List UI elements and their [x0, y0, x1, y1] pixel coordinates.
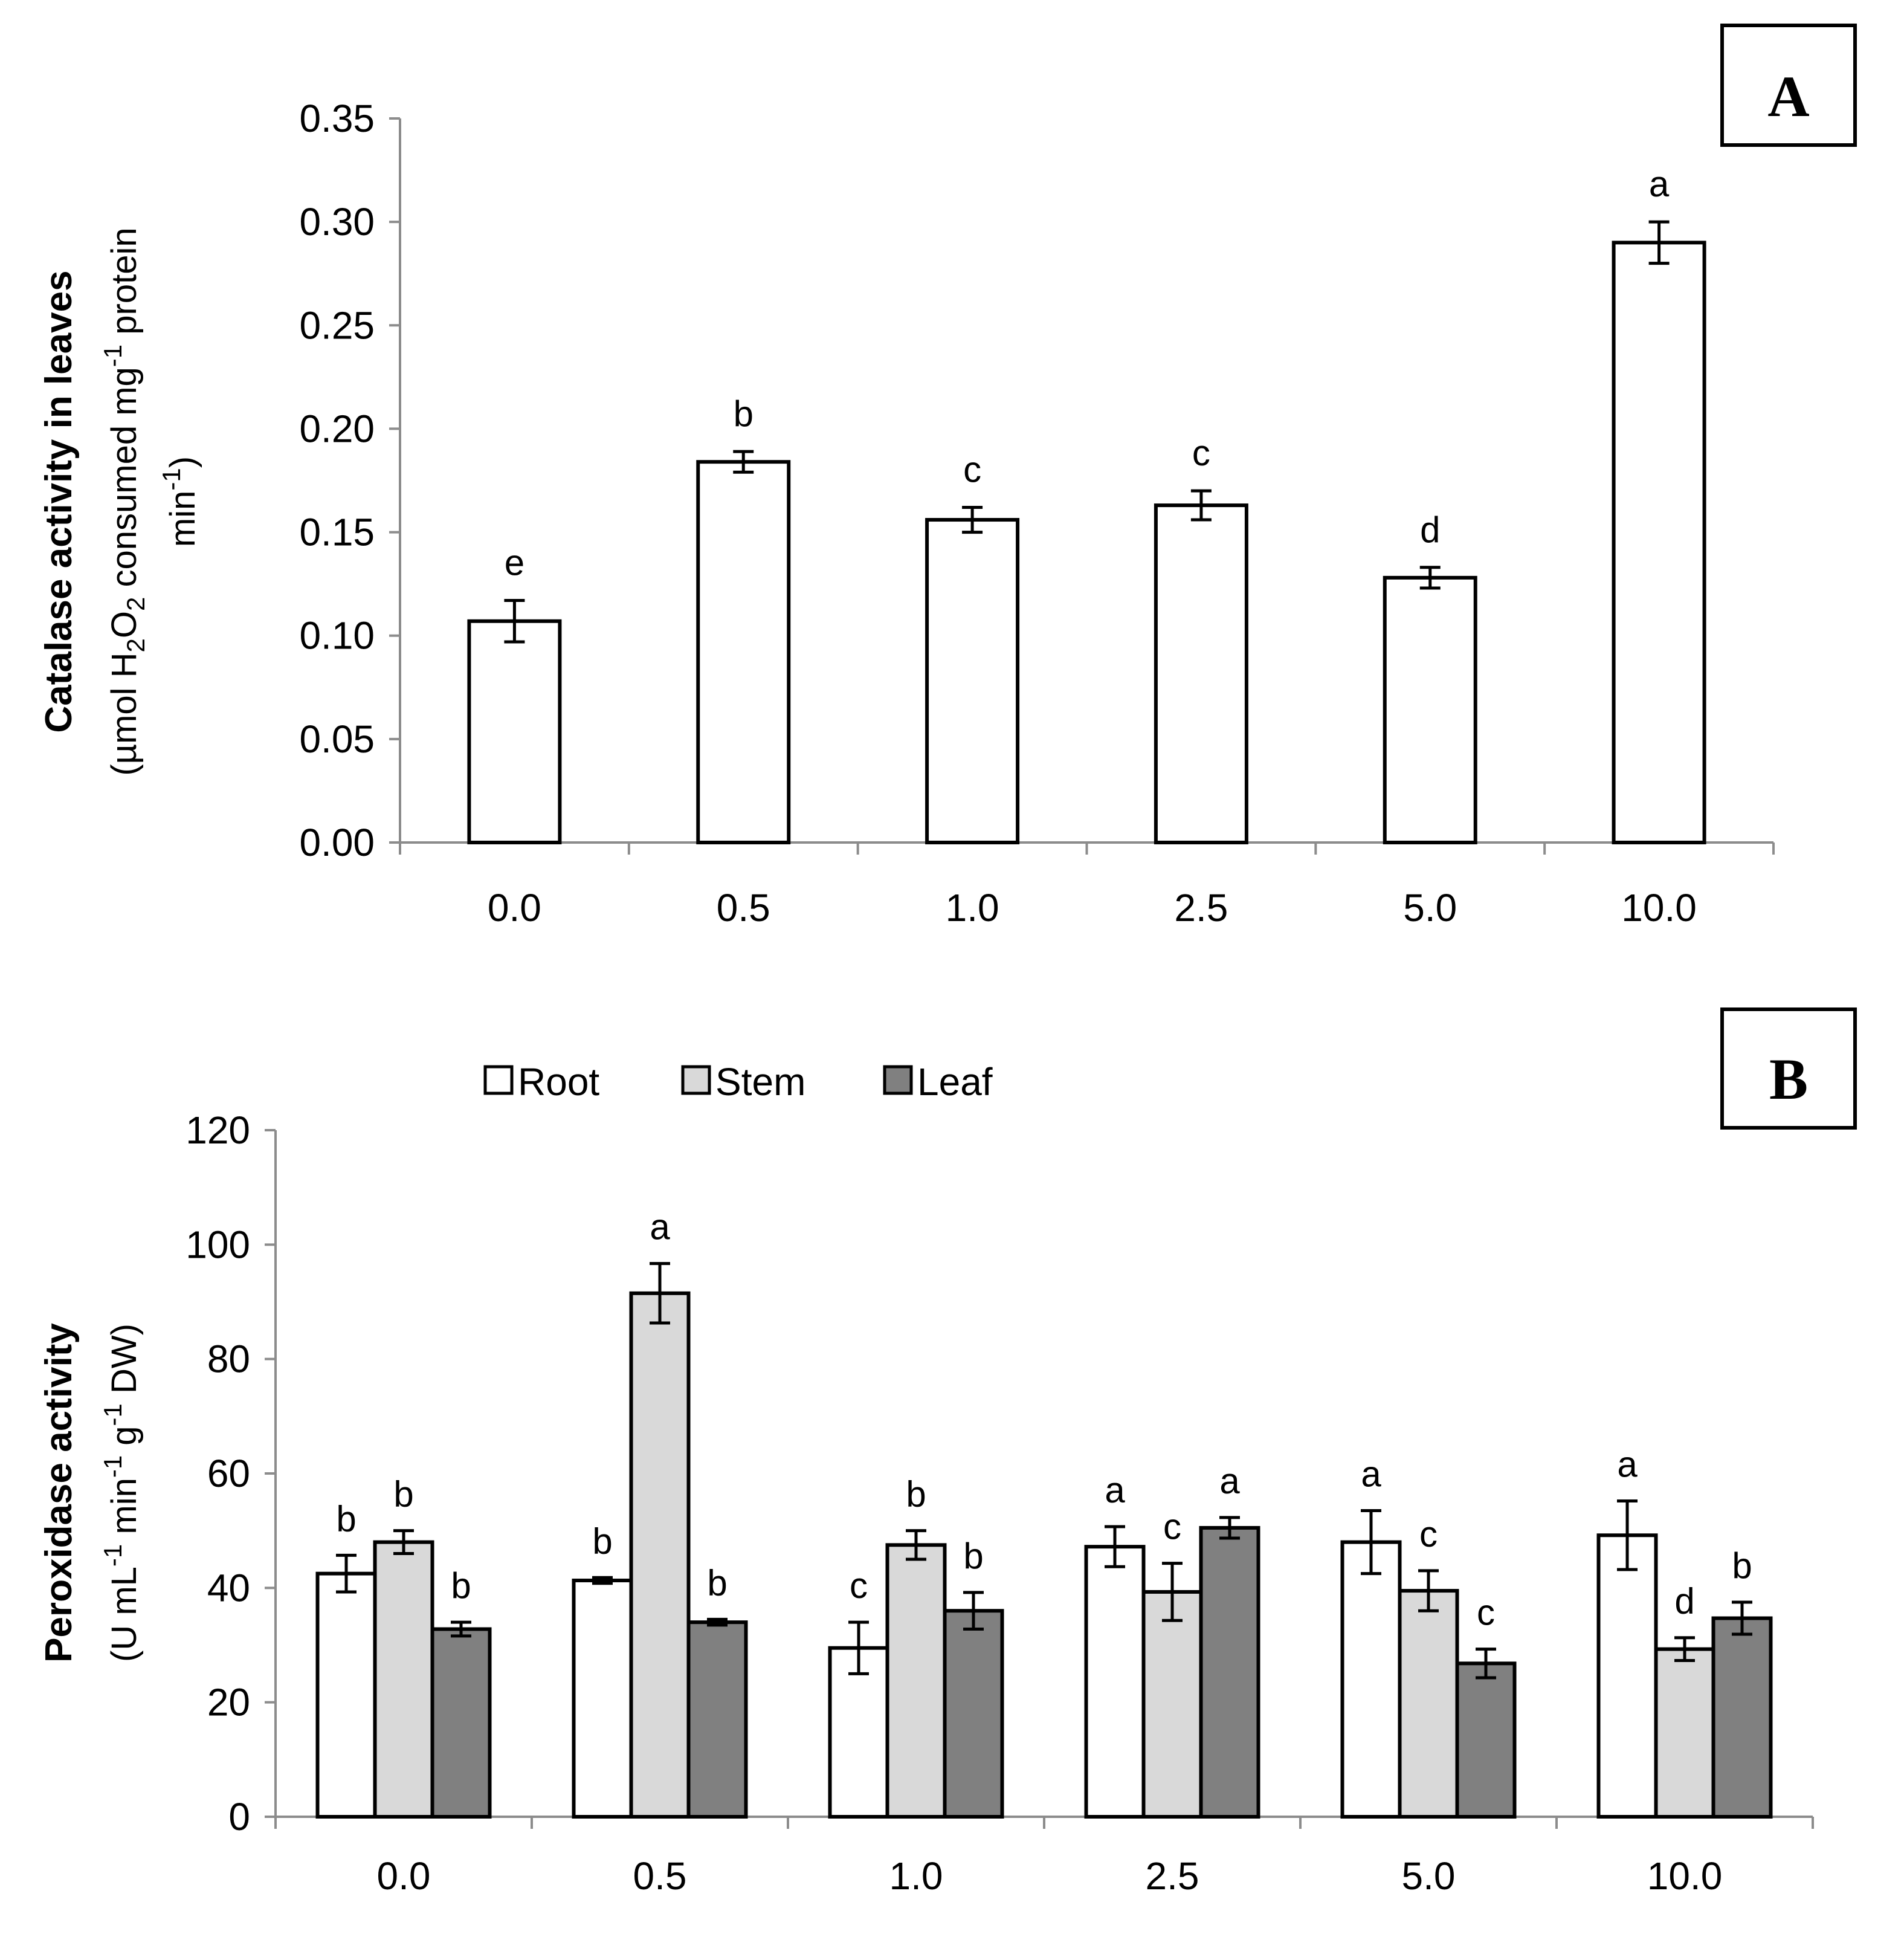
legend-swatch-root: [483, 1065, 514, 1095]
y-tick-label: 60: [207, 1452, 250, 1495]
panel-b: B Peroxidase activity (U mL-1 min-1 g-1 …: [38, 1007, 1857, 1898]
bar: [696, 460, 791, 844]
panel-a: A Catalase activity in leaves (µmol H2O2…: [38, 24, 1857, 930]
significance-letter: a: [1649, 164, 1670, 204]
significance-letter: d: [1674, 1581, 1694, 1622]
significance-letter: b: [734, 393, 754, 434]
x-tick-label: 10.0: [1621, 886, 1697, 930]
y-tick-label: 0.25: [299, 303, 375, 347]
x-tick-label: 5.0: [1402, 1854, 1456, 1898]
x-tick-label: 0.0: [377, 1854, 431, 1898]
significance-letter: c: [963, 449, 981, 490]
y-tick-label: 0.35: [299, 97, 375, 140]
bar-root: [315, 1571, 377, 1819]
panel-b-plot: 0204060801001200.0bbb0.5bab1.0cbb2.5aca5…: [186, 1108, 1814, 1898]
bar: [1383, 575, 1477, 844]
y-tick-label: 0.30: [299, 200, 375, 244]
x-tick-label: 0.5: [717, 886, 770, 930]
bar-root: [828, 1646, 889, 1819]
significance-letter: b: [336, 1498, 356, 1539]
significance-letter: c: [1419, 1514, 1438, 1554]
bar-root: [1596, 1533, 1658, 1819]
significance-letter: b: [707, 1562, 727, 1603]
bar-root: [1084, 1545, 1146, 1819]
bar-leaf: [430, 1627, 492, 1819]
y-tick-label: 0.05: [299, 717, 375, 761]
y-tick-label: 100: [186, 1223, 250, 1266]
significance-letter: a: [650, 1207, 670, 1247]
significance-letter: b: [906, 1474, 926, 1515]
significance-letter: b: [963, 1536, 983, 1576]
y-tick-label: 0.00: [299, 821, 375, 864]
y-tick-label: 40: [207, 1566, 250, 1609]
x-tick-label: 10.0: [1647, 1854, 1723, 1898]
bar: [467, 619, 562, 844]
legend-label-stem: Stem: [715, 1060, 805, 1104]
legend-label-leaf: Leaf: [917, 1060, 993, 1104]
legend-label-root: Root: [518, 1060, 599, 1104]
significance-letter: c: [1477, 1593, 1495, 1633]
bar-stem: [373, 1540, 434, 1819]
bar-leaf: [1711, 1616, 1773, 1819]
panel-a-label-box: [1720, 24, 1857, 147]
significance-letter: c: [850, 1565, 868, 1606]
bar: [1154, 503, 1248, 844]
significance-letter: b: [592, 1521, 612, 1561]
y-tick-label: 120: [186, 1108, 250, 1152]
significance-letter: a: [1219, 1461, 1240, 1501]
bar-leaf: [943, 1609, 1004, 1819]
bar: [1612, 241, 1706, 845]
bar-stem: [1141, 1590, 1203, 1819]
x-tick-label: 0.0: [488, 886, 541, 930]
panel-b-label: B: [1769, 1047, 1808, 1111]
y-tick-label: 0: [228, 1795, 250, 1839]
bar-root: [1340, 1540, 1402, 1819]
bar-leaf: [1455, 1661, 1517, 1819]
y-tick-label: 80: [207, 1337, 250, 1381]
significance-letter: e: [505, 543, 524, 583]
y-tick-label: 0.15: [299, 511, 375, 554]
legend-swatch-stem: [681, 1065, 711, 1095]
bar-stem: [1654, 1647, 1715, 1819]
legend-swatch-leaf: [883, 1065, 913, 1095]
bar-stem: [1398, 1589, 1459, 1819]
bar-root: [572, 1579, 633, 1819]
bar-leaf: [1199, 1525, 1260, 1819]
panel-a-ylabel-units-line2: min-1): [157, 456, 202, 547]
significance-letter: b: [451, 1565, 471, 1606]
bar-stem: [629, 1291, 691, 1819]
significance-letter: c: [1163, 1507, 1181, 1547]
significance-letter: a: [1361, 1454, 1381, 1495]
panel-a-ylabel-units-line1: (µmol H2O2 consumed mg-1 protein: [98, 227, 150, 775]
x-tick-label: 0.5: [633, 1854, 687, 1898]
significance-letter: d: [1420, 509, 1440, 550]
y-tick-label: 0.20: [299, 407, 375, 450]
panel-b-legend: Root Stem Leaf: [483, 1060, 993, 1104]
y-tick-label: 20: [207, 1681, 250, 1724]
bar: [925, 518, 1020, 844]
panel-a-label: A: [1767, 64, 1809, 129]
x-tick-label: 1.0: [889, 1854, 943, 1898]
significance-letter: c: [1192, 433, 1210, 473]
x-tick-label: 2.5: [1146, 1854, 1199, 1898]
panel-a-plot: 0.00 0.05 0.10 0.15 0.20 0.25 0.30 0.35 0.0 e 0.5 b…: [299, 97, 1775, 930]
significance-letter: b: [393, 1474, 413, 1515]
y-tick-label: 0.10: [299, 614, 375, 658]
x-tick-label: 5.0: [1403, 886, 1457, 930]
significance-letter: a: [1617, 1444, 1638, 1484]
x-tick-label: 2.5: [1174, 886, 1228, 930]
bar-stem: [885, 1543, 947, 1819]
panel-b-ylabel-title: Peroxidase activity: [38, 1323, 80, 1663]
significance-letter: b: [1732, 1545, 1752, 1586]
panel-b-ylabel-units: (U mL-1 min-1 g-1 DW): [98, 1324, 144, 1662]
bar-leaf: [686, 1620, 748, 1819]
significance-letter: a: [1105, 1470, 1125, 1510]
panel-a-ylabel-title: Catalase activity in leaves: [38, 270, 80, 733]
panel-b-label-box: [1720, 1007, 1857, 1130]
x-tick-label: 1.0: [946, 886, 999, 930]
